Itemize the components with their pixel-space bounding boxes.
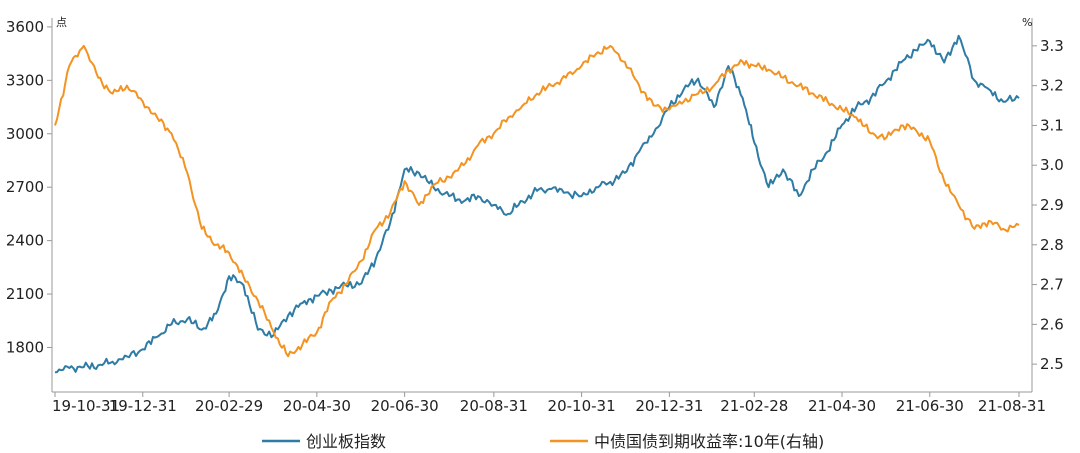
x-tick-label: 20-12-31 xyxy=(635,397,703,415)
left-tick-label: 2400 xyxy=(6,232,44,250)
x-tick-label: 19-12-31 xyxy=(109,397,177,415)
left-axis-ticks: 1800 2100 2400 2700 3000 3300 3600 xyxy=(6,18,52,356)
right-tick-label: 2.7 xyxy=(1040,276,1064,294)
left-tick-label: 1800 xyxy=(6,338,44,356)
right-tick-label: 2.5 xyxy=(1040,355,1064,373)
right-tick-label: 2.6 xyxy=(1040,315,1064,333)
left-tick-label: 3300 xyxy=(6,71,44,89)
left-tick-label: 2100 xyxy=(6,285,44,303)
right-tick-label: 2.8 xyxy=(1040,236,1064,254)
x-tick-label: 20-08-31 xyxy=(460,397,528,415)
legend-label-series-2: 中债国债到期收益率:10年(右轴) xyxy=(594,432,824,451)
x-tick-label: 20-10-31 xyxy=(548,397,616,415)
left-tick-label: 2700 xyxy=(6,178,44,196)
series-lines xyxy=(54,34,1020,374)
right-tick-label: 3.1 xyxy=(1040,116,1064,134)
x-tick-label: 21-04-30 xyxy=(808,397,876,415)
right-tick-label: 3.0 xyxy=(1040,156,1064,174)
x-tick-label: 20-06-30 xyxy=(371,397,439,415)
right-tick-label: 3.3 xyxy=(1040,37,1064,55)
right-axis-ticks: 2.5 2.6 2.7 2.8 2.9 3.0 3.1 3.2 3.3 xyxy=(1032,37,1064,373)
series-line-2 xyxy=(54,44,1020,358)
left-axis-unit: 点 xyxy=(56,16,67,29)
x-tick-label: 21-06-30 xyxy=(896,397,964,415)
right-tick-label: 2.9 xyxy=(1040,196,1064,214)
x-tick-label: 19-10-31 xyxy=(52,397,120,415)
x-tick-label: 21-08-31 xyxy=(978,397,1046,415)
x-tick-label: 20-02-29 xyxy=(195,397,263,415)
series-line-1 xyxy=(54,34,1020,374)
legend-label-series-1: 创业板指数 xyxy=(306,432,386,451)
left-tick-label: 3600 xyxy=(6,18,44,36)
x-tick-label: 21-02-28 xyxy=(720,397,788,415)
x-tick-label: 20-04-30 xyxy=(283,397,351,415)
legend: 创业板指数 中债国债到期收益率:10年(右轴) xyxy=(262,432,824,451)
axes: 点 % xyxy=(51,16,1033,393)
right-axis-unit: % xyxy=(1022,16,1032,29)
right-tick-label: 3.2 xyxy=(1040,77,1064,95)
left-tick-label: 3000 xyxy=(6,125,44,143)
